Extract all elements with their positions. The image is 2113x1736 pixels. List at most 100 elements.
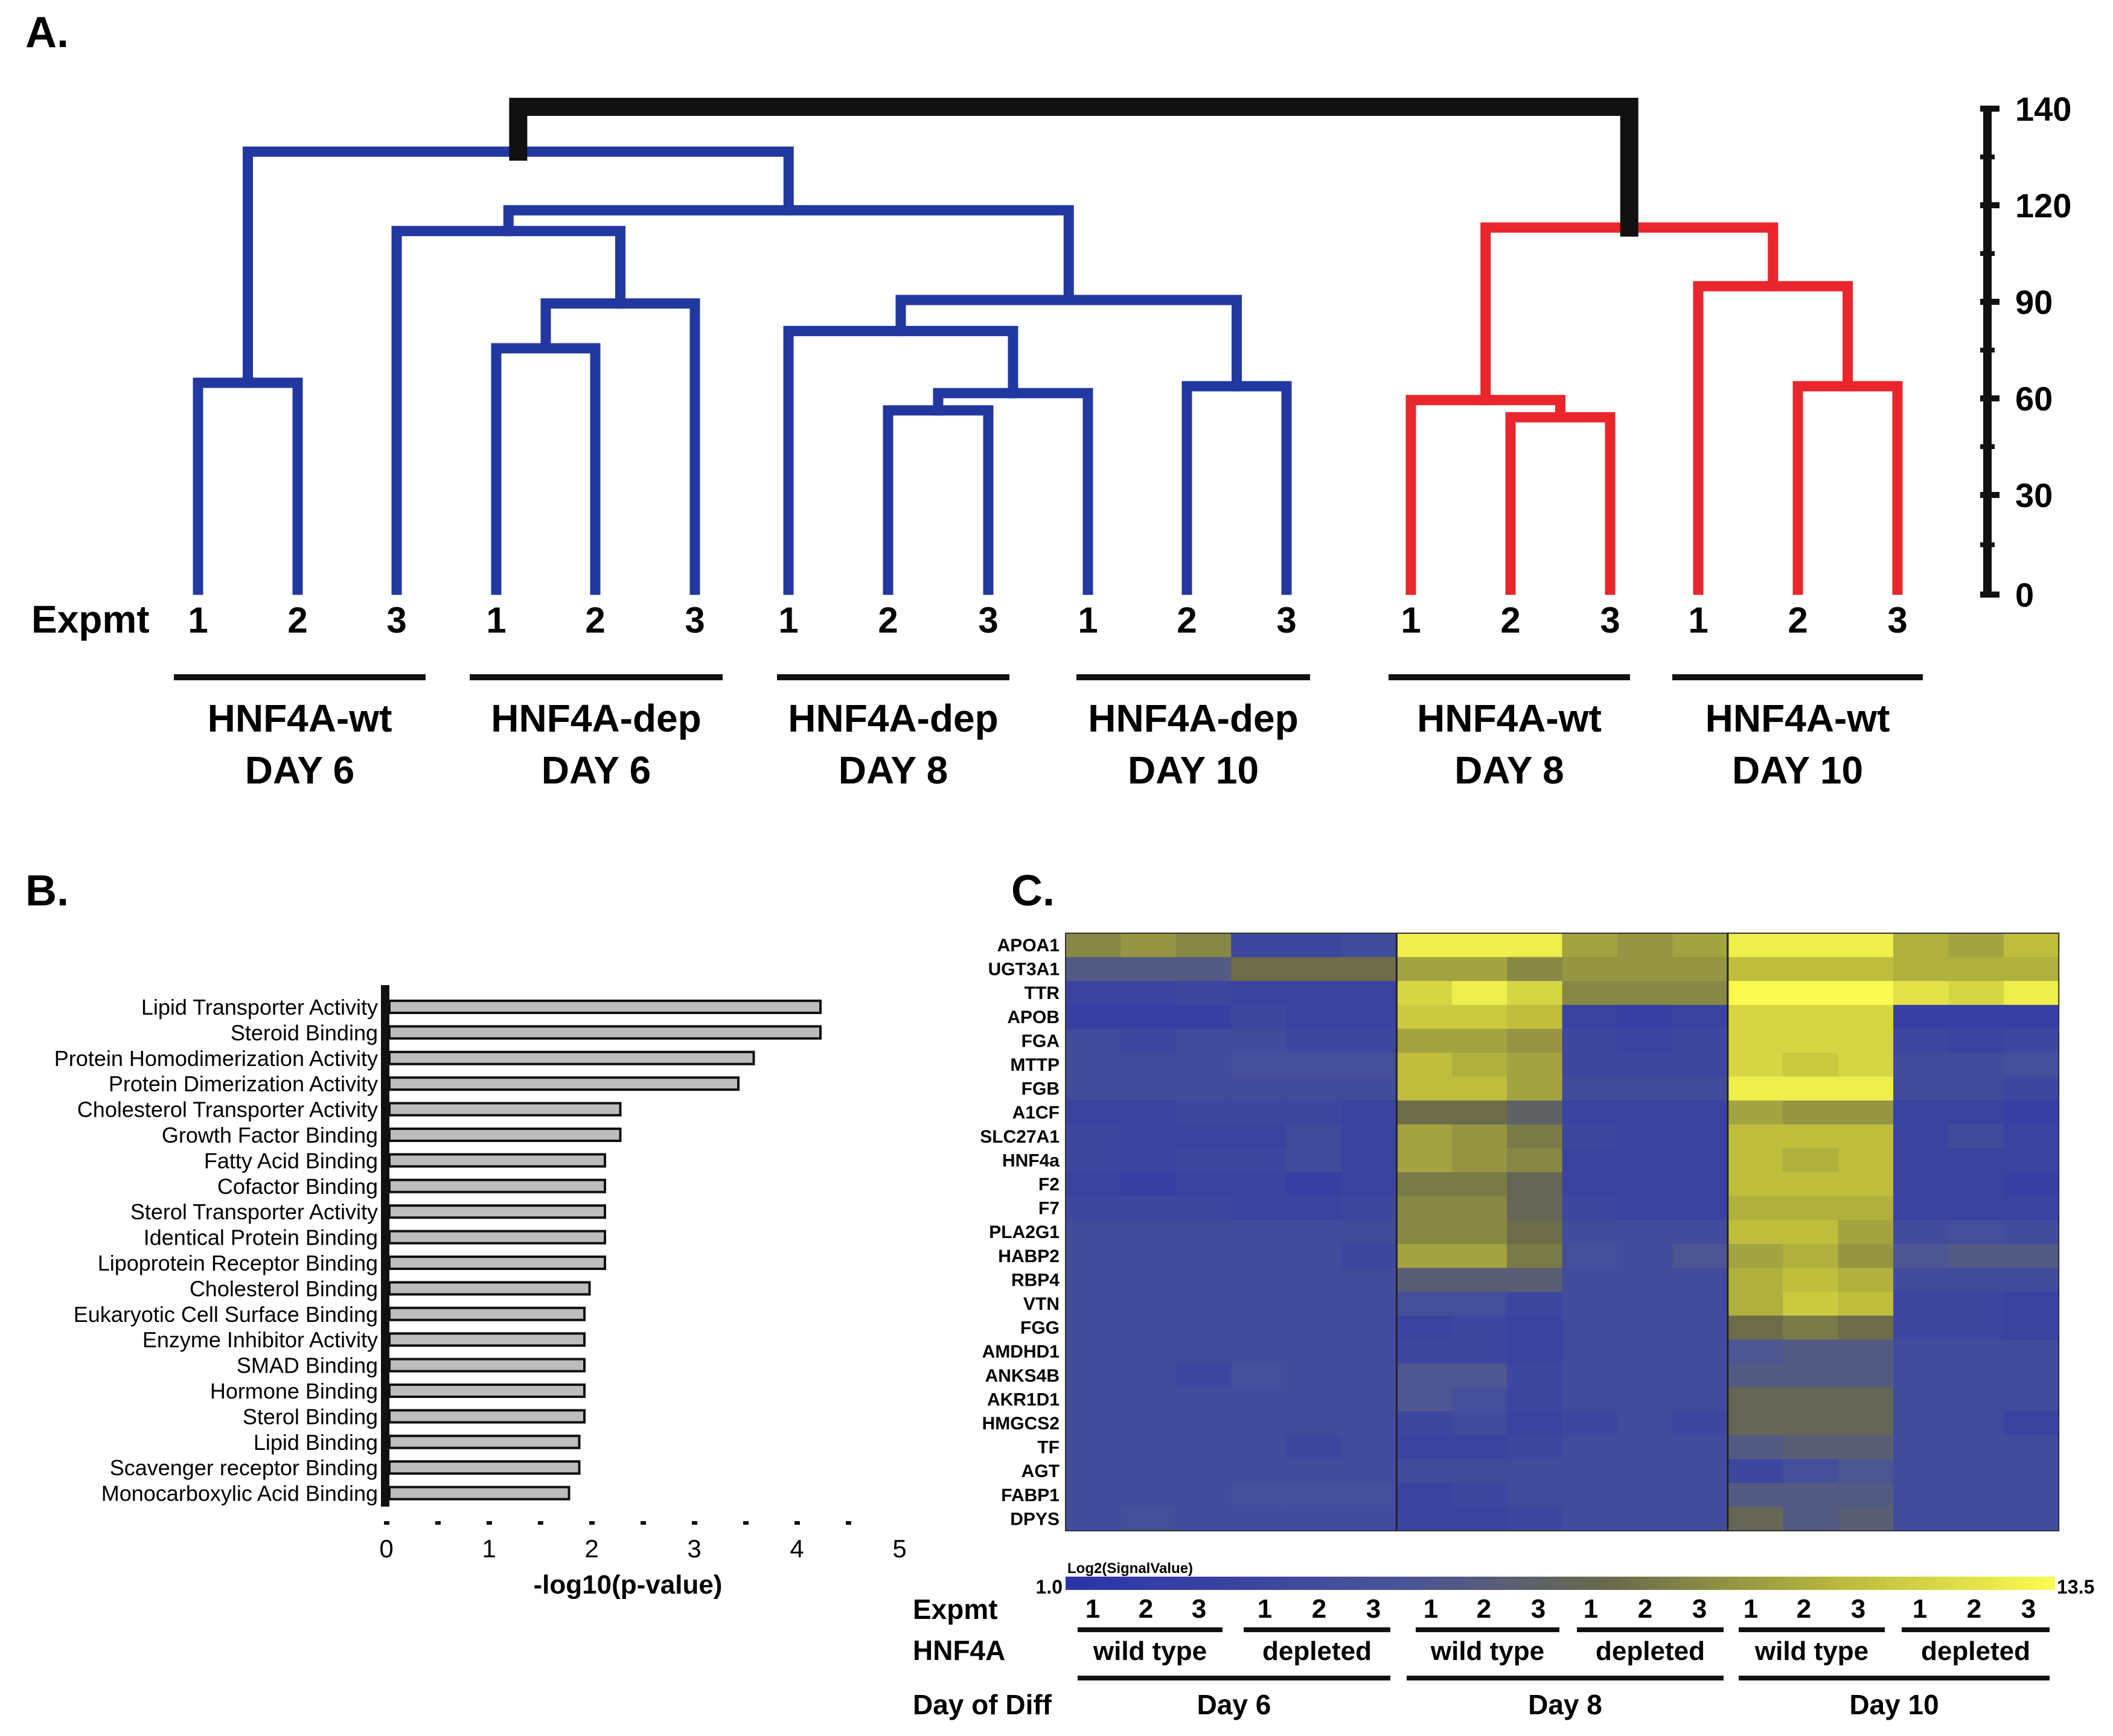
heatmap-cell (1341, 1387, 1397, 1412)
dendrogram-link-n6 (933, 388, 1093, 595)
heatmap-cell (1396, 933, 1453, 958)
heatmap-cell (1175, 1053, 1232, 1077)
heatmap-cell (1120, 1029, 1177, 1053)
heatmap-cell (1066, 1220, 1121, 1245)
heatmap-column-label: 3 (1851, 1594, 1865, 1624)
heatmap-cell (1727, 1387, 1783, 1412)
bar-xtick (846, 1521, 851, 1525)
heatmap-cell (1783, 1339, 1839, 1364)
heatmap-cell (1341, 1124, 1397, 1149)
heatmap-cell (1672, 1268, 1728, 1292)
heatmap-cell (1120, 1387, 1177, 1412)
heatmap-expmt-title: Expmt (913, 1594, 998, 1625)
gene-label: A1CF (1012, 1103, 1060, 1123)
heatmap-cell (1507, 1029, 1563, 1053)
heatmap-cell (2003, 957, 2059, 981)
heatmap-cell (1286, 1507, 1342, 1531)
heatmap-cell (1231, 1076, 1287, 1101)
heatmap-cell (1451, 957, 1507, 981)
leaf-label: 2 (1788, 600, 1808, 640)
heatmap-cell (1120, 1363, 1177, 1388)
colorbar-segment (1827, 1577, 1838, 1590)
colorbar-segment (1125, 1577, 1136, 1590)
heatmap-cell (1507, 1243, 1563, 1268)
gene-label: RBP4 (1011, 1270, 1060, 1290)
heatmap-cell (1727, 1411, 1783, 1436)
heatmap-cell (1341, 1292, 1397, 1316)
group-label-line2: DAY 8 (1454, 748, 1564, 792)
heatmap-cell (2003, 1268, 2059, 1292)
heatmap-cell (1838, 1315, 1894, 1340)
heatmap-cell (1286, 933, 1342, 958)
colorbar-segment (1085, 1577, 1096, 1590)
heatmap-cell (1396, 1243, 1453, 1268)
gene-label: AMDHD1 (982, 1342, 1060, 1362)
heatmap-cell (1948, 1268, 2004, 1292)
heatmap-cell (1231, 1053, 1287, 1077)
heatmap-cell (2003, 1411, 2059, 1436)
dendrogram-link-n7 (783, 325, 1018, 595)
bar (388, 1230, 606, 1245)
heatmap-cell (1231, 1268, 1287, 1292)
heatmap-cell (1672, 1148, 1728, 1173)
group-label-line1: HNF4A-wt (208, 697, 392, 740)
dendrogram-link-root (509, 98, 1638, 237)
heatmap-cell (1893, 1053, 1949, 1077)
heatmap-cell (1231, 1435, 1287, 1460)
heatmap-cell (1562, 981, 1618, 1006)
colorbar-segment (1995, 1577, 2006, 1590)
heatmap-cell (1672, 1411, 1728, 1436)
heatmap-cell (1562, 933, 1618, 958)
colorbar-segment (1145, 1577, 1156, 1590)
colorbar-segment (1906, 1577, 1917, 1590)
colorbar-segment (1204, 1577, 1215, 1590)
heatmap-cell (1948, 1315, 2004, 1340)
heatmap-cell (1838, 1292, 1894, 1316)
heatmap-cell (1672, 981, 1728, 1006)
heatmap-cell (1175, 981, 1232, 1006)
heatmap-column-label: 1 (1584, 1594, 1598, 1624)
heatmap-cell (1341, 1029, 1397, 1053)
heatmap-cell (1727, 1363, 1783, 1388)
leaf-label: 3 (685, 600, 705, 640)
heatmap-column-label: 2 (1477, 1594, 1491, 1624)
leaf-label: 1 (188, 600, 208, 640)
colorbar-segment (1194, 1577, 1205, 1590)
colorbar-segment (1669, 1577, 1680, 1590)
heatmap-cell (2003, 1387, 2059, 1412)
expression-heatmap: APOA1 UGT3A1 TTR APOB FGA MTTP FGB A1CF SLC27A1 H… (913, 933, 2094, 1720)
bar (388, 1178, 606, 1193)
heatmap-cell (1341, 1172, 1397, 1197)
gene-label: FABP1 (1001, 1485, 1060, 1505)
heatmap-cell (1341, 957, 1397, 981)
colorbar-segment (1698, 1577, 1709, 1590)
heatmap-cell (1672, 1076, 1728, 1101)
heatmap-cell (1562, 1124, 1618, 1149)
heatmap-cell (1507, 981, 1563, 1006)
heatmap-cell (1396, 1053, 1453, 1077)
heatmap-cell (1231, 1387, 1287, 1412)
colorbar-segment (1293, 1577, 1303, 1590)
colorbar-segment (1174, 1577, 1185, 1590)
gene-label: FGB (1021, 1079, 1060, 1099)
dendrogram-link-n16 (1480, 222, 1779, 406)
colorbar-segment (1926, 1577, 1937, 1590)
heatmap-cell (1838, 1507, 1894, 1531)
colorbar-segment (1421, 1577, 1432, 1590)
bar (388, 1332, 586, 1347)
heatmap-cell (1286, 1004, 1342, 1029)
heatmap-cell (1396, 1363, 1453, 1388)
heatmap-cell (1066, 933, 1121, 958)
heatmap-cell (1396, 1507, 1453, 1531)
heatmap-cell (1672, 1387, 1728, 1412)
heatmap-cell (1783, 1315, 1839, 1340)
heatmap-cell (1672, 1029, 1728, 1053)
leaf-label: 2 (1177, 600, 1197, 640)
colorbar-segment (1095, 1577, 1106, 1590)
heatmap-cell (1451, 1482, 1507, 1507)
heatmap-cell (1562, 1363, 1618, 1388)
heatmap-cell (2003, 981, 2059, 1006)
heatmap-cell (1838, 1124, 1894, 1149)
heatmap-cell (1783, 1220, 1839, 1245)
heatmap-cell (1175, 1339, 1232, 1364)
